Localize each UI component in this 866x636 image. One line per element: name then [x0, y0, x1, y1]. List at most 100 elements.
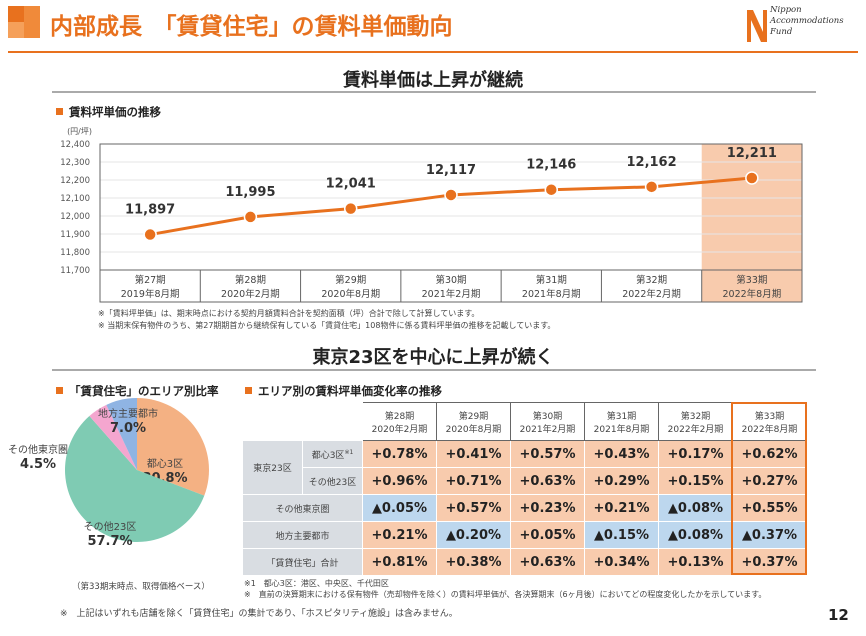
rate-cell: +0.43% [584, 440, 659, 468]
header-blank [242, 402, 363, 441]
rate-cell: +0.21% [362, 521, 437, 549]
slice-label: 地方主要都市 [98, 407, 158, 420]
rate-cell: +0.81% [362, 548, 437, 576]
table-row: 「賃貸住宅」合計 +0.81% +0.38% +0.63% +0.34% +0.13% +0… [242, 548, 807, 576]
data-point [343, 201, 358, 216]
page-number: 12 [828, 606, 849, 624]
row-label: 「賃貸住宅」合計 [242, 548, 363, 576]
header-decoration [24, 6, 40, 38]
column-header: 第28期 2020年2月期 [362, 402, 437, 441]
logo-icon [747, 10, 767, 42]
rate-cell: +0.27% [732, 467, 807, 495]
rate-cell: +0.71% [436, 467, 511, 495]
slice-label: 都心3区 [147, 458, 183, 470]
rate-cell: +0.96% [362, 467, 437, 495]
data-label: 12,211 [727, 146, 777, 161]
table-note: ※ 直前の決算期末における保有物件（売却物件を除く）の賃料坪単価が、各決算期末（… [244, 590, 767, 599]
x-tick-label: 2021年8月期 [522, 288, 581, 300]
rate-cell: +0.55% [732, 494, 807, 522]
rate-cell: ▲0.15% [584, 521, 659, 549]
rate-cell: +0.78% [362, 440, 437, 468]
row-group-label: 東京23区 [242, 440, 303, 495]
column-header: 第32期 2022年2月期 [658, 402, 733, 441]
rate-cell: +0.21% [584, 494, 659, 522]
column-header: 第30期 2021年2月期 [510, 402, 585, 441]
x-tick-label: 2020年8月期 [321, 288, 380, 300]
data-label: 12,117 [426, 163, 476, 178]
divider [52, 91, 816, 93]
table-note: ※1 都心3区：港区、中央区、千代田区 [244, 579, 389, 588]
rate-cell: +0.57% [436, 494, 511, 522]
x-tick-label: 2020年2月期 [221, 288, 280, 300]
data-point [243, 210, 258, 224]
x-tick-label: 第31期 [536, 274, 567, 286]
rate-cell: +0.17% [658, 440, 733, 468]
x-tick-label: 第28期 [235, 274, 266, 286]
data-label: 12,041 [326, 177, 376, 192]
x-tick-label: 第33期 [736, 274, 767, 286]
data-point [644, 180, 659, 194]
line-chart: 11,700 11,800 11,900 12,000 12,100 12,200 12,3… [60, 127, 803, 303]
rate-cell: +0.29% [584, 467, 659, 495]
row-label: その他23区 [302, 467, 363, 495]
table-subheading: エリア別の賃料坪単価変化率の推移 [245, 383, 442, 399]
line-chart-subheading: 賃料坪単価の推移 [56, 104, 161, 120]
rate-cell: +0.13% [658, 548, 733, 576]
x-tick-label: 第29期 [335, 274, 366, 286]
slice-value: 4.5% [20, 457, 56, 472]
rate-cell: +0.41% [436, 440, 511, 468]
table-row: 東京23区 都心3区※1 +0.78% +0.41% +0.57% +0.43% +0.17… [242, 440, 807, 495]
y-tick-label: 12,100 [60, 194, 90, 204]
x-tick-label: 2021年2月期 [422, 288, 481, 300]
rate-cell: +0.63% [510, 548, 585, 576]
x-tick-label: 第30期 [435, 274, 466, 286]
header-divider [8, 51, 858, 53]
x-tick-label: 第32期 [636, 274, 667, 286]
pie-slice [137, 398, 209, 496]
data-point [143, 227, 157, 242]
data-point [544, 182, 559, 197]
highlight-column [701, 144, 802, 302]
rate-cell: +0.38% [436, 548, 511, 576]
change-rate-table: 第28期 2020年2月期 第29期 2020年8月期 第30期 2021年2月期 第31期… [242, 402, 807, 576]
table-row: 地方主要都市 +0.21% ▲0.20% +0.05% ▲0.15% ▲0.08% ▲0.3… [242, 521, 807, 549]
data-label: 12,162 [626, 155, 676, 170]
row-label: その他東京圏 [242, 494, 363, 522]
slice-label: その他23区 [84, 520, 137, 533]
slice-value: 7.0% [110, 421, 146, 436]
y-tick-label: 11,800 [60, 248, 90, 258]
data-label: 11,897 [125, 203, 175, 218]
rate-cell: +0.05% [510, 521, 585, 549]
table-row: その他23区 +0.96% +0.71% +0.63% +0.29% +0.15% +0.2… [243, 467, 807, 495]
rate-cell: ▲0.20% [436, 521, 511, 549]
y-axis-unit: (円/坪) [67, 127, 92, 136]
pie-note: （第33期末時点、取得価格ベース） [72, 582, 210, 592]
logo-text: Nippon Accommodations Fund [770, 5, 844, 37]
data-point [444, 188, 458, 202]
rate-cell: +0.15% [658, 467, 733, 495]
row-label: 地方主要都市 [242, 521, 363, 549]
x-tick-label: 2019年8月期 [121, 288, 180, 300]
rate-cell: ▲0.05% [362, 494, 437, 522]
latest-period-highlight [731, 402, 807, 575]
y-tick-label: 11,900 [60, 230, 90, 240]
y-tick-label: 11,700 [60, 266, 90, 276]
pie-slice [106, 398, 137, 470]
footer-note: ※ 上記はいずれも店舗を除く「賃貸住宅」の集計であり、「ホスピタリティ施設」は含… [60, 609, 458, 619]
data-label: 11,995 [225, 185, 275, 200]
row-label: 都心3区※1 [302, 440, 363, 468]
slice-label: その他東京圏 [8, 443, 68, 456]
y-tick-label: 12,000 [60, 212, 90, 222]
x-tick-label: 2022年8月期 [722, 288, 781, 300]
table-header-row: 第28期 2020年2月期 第29期 2020年8月期 第30期 2021年2月期 第31期… [242, 402, 807, 441]
header-decoration [8, 6, 24, 22]
rate-cell: +0.23% [510, 494, 585, 522]
plot-frame [99, 143, 803, 303]
rate-cell: +0.34% [584, 548, 659, 576]
pie-slice [89, 404, 137, 470]
y-tick-label: 12,200 [60, 176, 90, 186]
slice-value: 57.7% [87, 534, 132, 549]
section-heading-rent: 賃料単価は上昇が継続 [343, 70, 523, 91]
rate-cell: ▲0.37% [732, 521, 807, 549]
